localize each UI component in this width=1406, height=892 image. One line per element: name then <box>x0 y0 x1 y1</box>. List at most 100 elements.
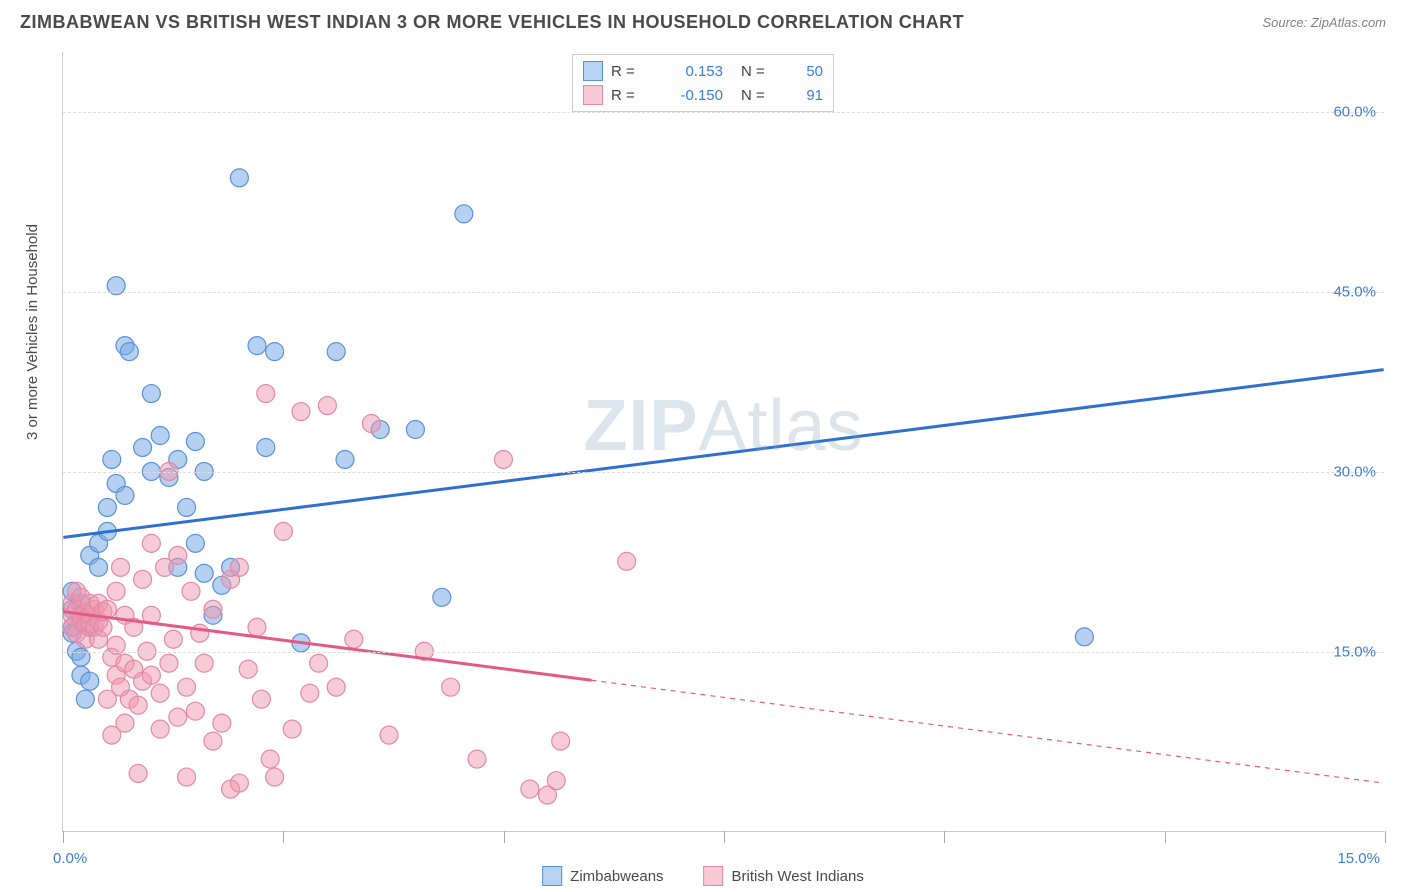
data-point <box>142 666 160 684</box>
grid-line <box>63 652 1384 653</box>
data-point <box>98 498 116 516</box>
data-point <box>151 720 169 738</box>
data-point <box>204 732 222 750</box>
legend-item-zimbabweans: Zimbabweans <box>542 866 663 886</box>
data-point <box>120 343 138 361</box>
x-tick <box>944 831 945 843</box>
data-point <box>178 498 196 516</box>
data-point <box>186 433 204 451</box>
data-point <box>186 534 204 552</box>
data-point <box>266 768 284 786</box>
data-point <box>327 678 345 696</box>
x-axis-max-label: 15.0% <box>1337 850 1380 867</box>
grid-line <box>63 112 1384 113</box>
n-value-2: 91 <box>783 87 823 104</box>
data-point <box>129 764 147 782</box>
data-point <box>129 696 147 714</box>
y-tick-label: 30.0% <box>1333 464 1376 481</box>
data-point <box>327 343 345 361</box>
x-axis-min-label: 0.0% <box>53 850 87 867</box>
data-point <box>230 169 248 187</box>
legend-series: Zimbabweans British West Indians <box>542 866 864 886</box>
data-point <box>292 403 310 421</box>
data-point <box>142 385 160 403</box>
n-label: N = <box>741 87 775 104</box>
grid-line <box>63 292 1384 293</box>
data-point <box>230 558 248 576</box>
data-point <box>266 343 284 361</box>
data-point <box>195 654 213 672</box>
data-point <box>547 772 565 790</box>
y-tick-label: 45.0% <box>1333 284 1376 301</box>
data-point <box>618 552 636 570</box>
data-point <box>182 582 200 600</box>
data-point <box>169 708 187 726</box>
data-point <box>169 546 187 564</box>
data-point <box>455 205 473 223</box>
chart-title: ZIMBABWEAN VS BRITISH WEST INDIAN 3 OR M… <box>20 12 964 33</box>
data-point <box>151 684 169 702</box>
data-point <box>257 439 275 457</box>
data-point <box>257 385 275 403</box>
data-point <box>103 450 121 468</box>
chart-plot-area: ZIPAtlas 0.0% 15.0% 15.0%30.0%45.0%60.0% <box>62 52 1384 832</box>
data-point <box>178 678 196 696</box>
r-value-1: 0.153 <box>653 63 723 80</box>
data-point <box>283 720 301 738</box>
legend-stats-row-1: R = 0.153 N = 50 <box>583 59 823 83</box>
r-label: R = <box>611 87 645 104</box>
data-point <box>230 774 248 792</box>
data-point <box>274 522 292 540</box>
legend-label: British West Indians <box>732 868 864 885</box>
data-point <box>213 714 231 732</box>
data-point <box>134 439 152 457</box>
r-label: R = <box>611 63 645 80</box>
data-point <box>433 588 451 606</box>
data-point <box>164 630 182 648</box>
data-point <box>134 570 152 588</box>
legend-stats-row-2: R = -0.150 N = 91 <box>583 83 823 107</box>
y-tick-label: 60.0% <box>1333 104 1376 121</box>
data-point <box>494 450 512 468</box>
data-point <box>72 648 90 666</box>
n-value-1: 50 <box>783 63 823 80</box>
data-point <box>239 660 257 678</box>
data-point <box>81 672 99 690</box>
data-point <box>336 450 354 468</box>
data-point <box>318 397 336 415</box>
legend-stats: R = 0.153 N = 50 R = -0.150 N = 91 <box>572 54 834 112</box>
legend-item-bwi: British West Indians <box>704 866 864 886</box>
data-point <box>252 690 270 708</box>
n-label: N = <box>741 63 775 80</box>
grid-line <box>63 472 1384 473</box>
data-point <box>107 582 125 600</box>
data-point <box>142 534 160 552</box>
data-point <box>1075 628 1093 646</box>
data-point <box>195 564 213 582</box>
data-point <box>116 486 134 504</box>
data-point <box>186 702 204 720</box>
source-attribution: Source: ZipAtlas.com <box>1262 15 1386 30</box>
swatch-blue <box>542 866 562 886</box>
x-tick <box>724 831 725 843</box>
x-tick <box>63 831 64 843</box>
data-point <box>191 624 209 642</box>
x-tick <box>1385 831 1386 843</box>
data-point <box>345 630 363 648</box>
data-point <box>521 780 539 798</box>
data-point <box>112 558 130 576</box>
data-point <box>90 558 108 576</box>
r-value-2: -0.150 <box>653 87 723 104</box>
data-point <box>468 750 486 768</box>
x-tick <box>283 831 284 843</box>
data-point <box>160 654 178 672</box>
data-point <box>116 714 134 732</box>
data-point <box>204 600 222 618</box>
data-point <box>310 654 328 672</box>
data-point <box>248 337 266 355</box>
data-point <box>248 618 266 636</box>
data-point <box>178 768 196 786</box>
y-axis-title: 3 or more Vehicles in Household <box>24 224 41 440</box>
swatch-pink <box>704 866 724 886</box>
data-point <box>362 415 380 433</box>
